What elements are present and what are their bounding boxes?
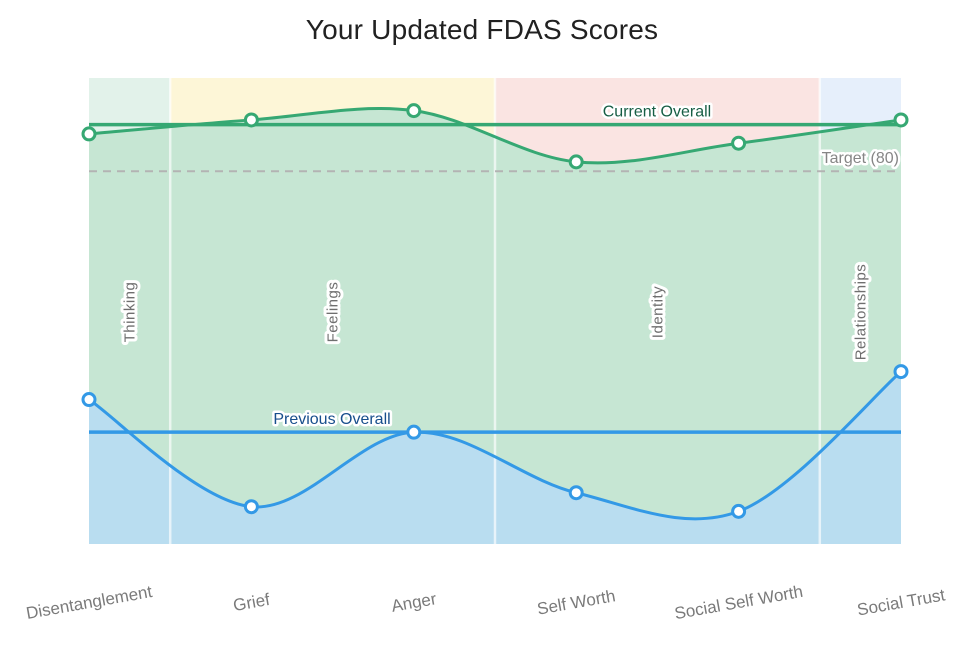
data-point-previous-disentanglement[interactable] bbox=[81, 392, 97, 408]
target-label: Target (80) bbox=[822, 150, 899, 167]
xtick-grief: Grief bbox=[232, 590, 272, 615]
xtick-disentanglement: Disentanglement bbox=[25, 582, 154, 623]
data-point-current-anger[interactable] bbox=[406, 103, 422, 119]
data-point-previous-social-trust[interactable] bbox=[893, 364, 909, 380]
xtick-anger: Anger bbox=[390, 589, 438, 616]
current-overall-label: Current Overall bbox=[603, 104, 711, 121]
previous-overall-label: Previous Overall bbox=[273, 411, 390, 428]
band-label-relationships: Relationships bbox=[852, 264, 869, 361]
data-point-current-self-worth[interactable] bbox=[568, 154, 584, 170]
data-point-current-social-self-worth[interactable] bbox=[731, 135, 747, 151]
band-label-feelings: Feelings bbox=[325, 282, 342, 343]
data-point-current-social-trust[interactable] bbox=[893, 112, 909, 128]
xtick-self-worth: Self Worth bbox=[536, 586, 617, 618]
data-point-previous-anger[interactable] bbox=[406, 424, 422, 440]
data-point-current-grief[interactable] bbox=[243, 112, 259, 128]
xtick-social-trust: Social Trust bbox=[856, 585, 947, 619]
data-point-current-disentanglement[interactable] bbox=[81, 126, 97, 142]
previous-series-line bbox=[87, 370, 903, 521]
chart-title: Your Updated FDAS Scores bbox=[305, 14, 659, 45]
xtick-social-self-worth: Social Self Worth bbox=[673, 582, 804, 623]
data-point-previous-self-worth[interactable] bbox=[568, 485, 584, 501]
band-label-identity: Identity bbox=[649, 286, 666, 338]
data-point-previous-social-self-worth[interactable] bbox=[731, 503, 747, 519]
band-label-thinking: Thinking bbox=[122, 282, 139, 343]
current-series-line bbox=[87, 107, 903, 165]
data-point-previous-grief[interactable] bbox=[243, 499, 259, 515]
